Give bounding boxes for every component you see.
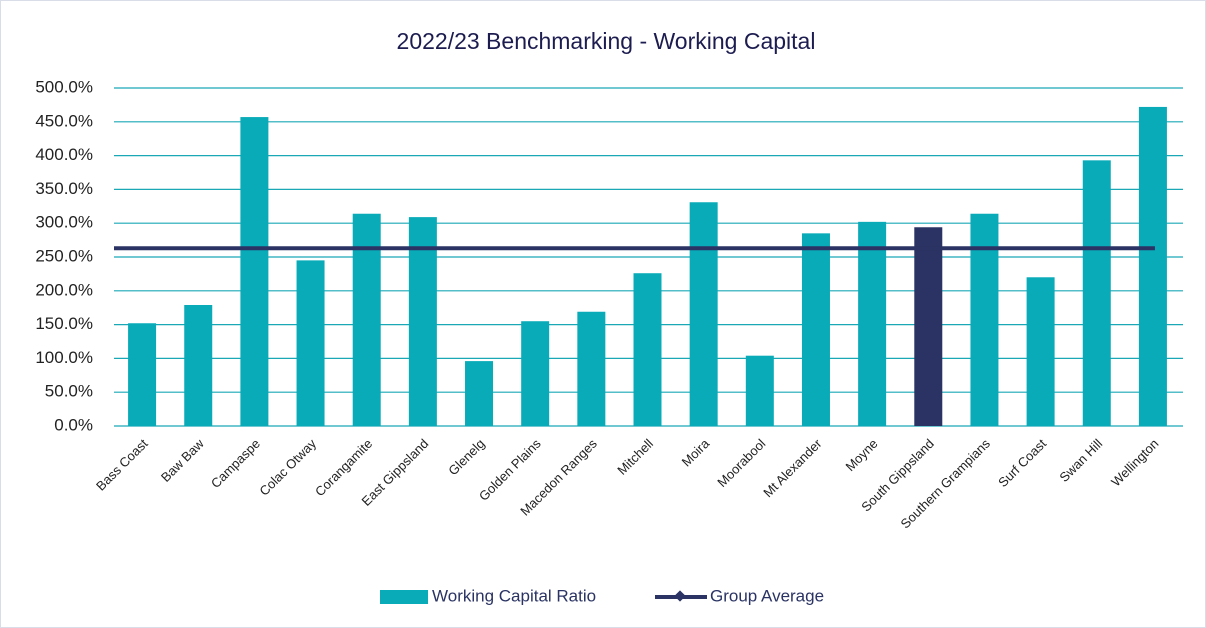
bar (184, 304, 213, 426)
legend-label: Working Capital Ratio (432, 586, 596, 605)
bar (745, 355, 774, 426)
bar (1082, 160, 1111, 426)
bar (1138, 106, 1167, 426)
bar (296, 260, 325, 426)
y-tick-label: 250.0% (35, 246, 93, 265)
y-tick-label: 450.0% (35, 111, 93, 130)
y-tick-label: 100.0% (35, 348, 93, 367)
legend-marker (674, 590, 686, 602)
y-tick-label: 350.0% (35, 179, 93, 198)
y-tick-label: 0.0% (54, 415, 93, 434)
y-tick-label: 400.0% (35, 145, 93, 164)
y-tick-label: 200.0% (35, 280, 93, 299)
legend-swatch (380, 590, 428, 604)
legend-label: Group Average (710, 586, 824, 605)
bar (970, 213, 999, 426)
bar (521, 321, 550, 426)
bar (689, 202, 718, 426)
chart-title: 2022/23 Benchmarking - Working Capital (397, 28, 816, 54)
bar (240, 117, 269, 427)
bar (633, 273, 662, 426)
bar (465, 361, 494, 426)
bar (858, 221, 887, 426)
bar (352, 213, 381, 426)
y-tick-label: 150.0% (35, 314, 93, 333)
bar (801, 233, 830, 426)
bar (914, 227, 943, 426)
y-tick-label: 300.0% (35, 213, 93, 232)
bar (128, 323, 157, 426)
y-tick-label: 50.0% (45, 382, 93, 401)
bar (408, 217, 437, 426)
bar (577, 311, 606, 426)
y-tick-label: 500.0% (35, 77, 93, 96)
bar (1026, 277, 1055, 426)
